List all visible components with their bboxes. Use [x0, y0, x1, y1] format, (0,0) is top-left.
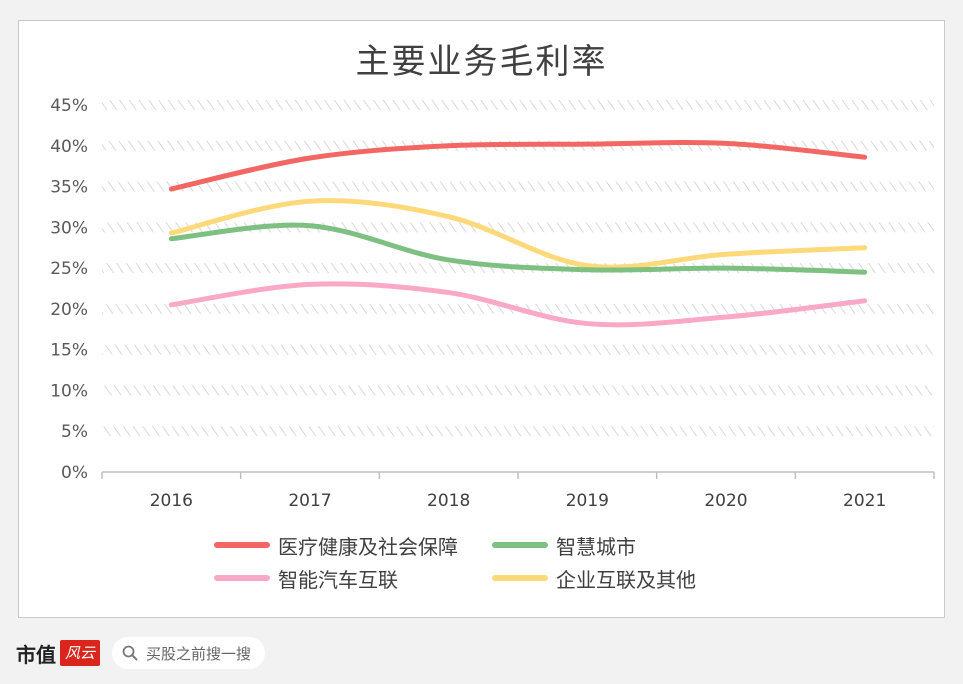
legend-swatch-enterprise — [492, 575, 548, 581]
legend-label-smart-city: 智慧城市 — [556, 534, 636, 559]
chart-title: 主要业务毛利率 — [355, 42, 608, 82]
y-tick-label: 40% — [50, 137, 88, 157]
gridline-band — [102, 426, 934, 437]
x-tick-label: 2016 — [150, 491, 193, 511]
x-tick-label: 2019 — [566, 491, 609, 511]
search-icon — [122, 645, 138, 661]
series-line-3 — [168, 281, 868, 328]
brand-logo: 风云 — [60, 640, 101, 666]
y-tick-label: 5% — [61, 422, 88, 442]
legend-label-auto: 智能汽车互联 — [278, 567, 398, 592]
legend-item-smart-city: 智慧城市 — [492, 530, 636, 560]
search-box[interactable]: 买股之前搜一搜 — [112, 637, 266, 669]
y-tick-label: 25% — [50, 259, 88, 279]
footer-bar: 市值 风云 买股之前搜一搜 — [16, 636, 266, 670]
y-tick-label: 15% — [50, 341, 88, 361]
x-tick-label: 2018 — [427, 491, 470, 511]
legend-item-auto: 智能汽车互联 — [214, 563, 398, 593]
legend-item-enterprise: 企业互联及其他 — [492, 563, 696, 593]
series-line-1 — [168, 139, 868, 192]
legend-item-medical: 医疗健康及社会保障 — [214, 530, 458, 560]
gridline-band — [102, 100, 934, 110]
y-tick-label: 0% — [61, 463, 88, 483]
legend-label-medical: 医疗健康及社会保障 — [278, 534, 458, 559]
y-tick-label: 35% — [50, 178, 88, 198]
gridline-band — [102, 344, 934, 355]
y-tick-label: 30% — [50, 218, 88, 238]
series-line-4 — [168, 198, 868, 270]
x-tick-label: 2021 — [843, 491, 886, 511]
legend-label-enterprise: 企业互联及其他 — [556, 567, 696, 592]
legend-swatch-auto — [214, 575, 270, 581]
gridline-band — [102, 385, 934, 396]
legend-swatch-medical — [214, 542, 270, 548]
x-tick-label: 2020 — [704, 491, 747, 511]
gridline-band — [102, 181, 934, 192]
gridline-band — [102, 222, 934, 233]
brand-name: 市值 — [16, 642, 56, 667]
legend-swatch-smart-city — [492, 542, 548, 548]
y-tick-label: 10% — [50, 381, 88, 401]
search-placeholder: 买股之前搜一搜 — [146, 644, 252, 663]
series-line-2 — [168, 222, 868, 275]
y-tick-label: 20% — [50, 300, 88, 320]
x-tick-label: 2017 — [288, 491, 331, 511]
y-tick-label: 45% — [50, 96, 88, 116]
chart-panel — [18, 20, 945, 618]
